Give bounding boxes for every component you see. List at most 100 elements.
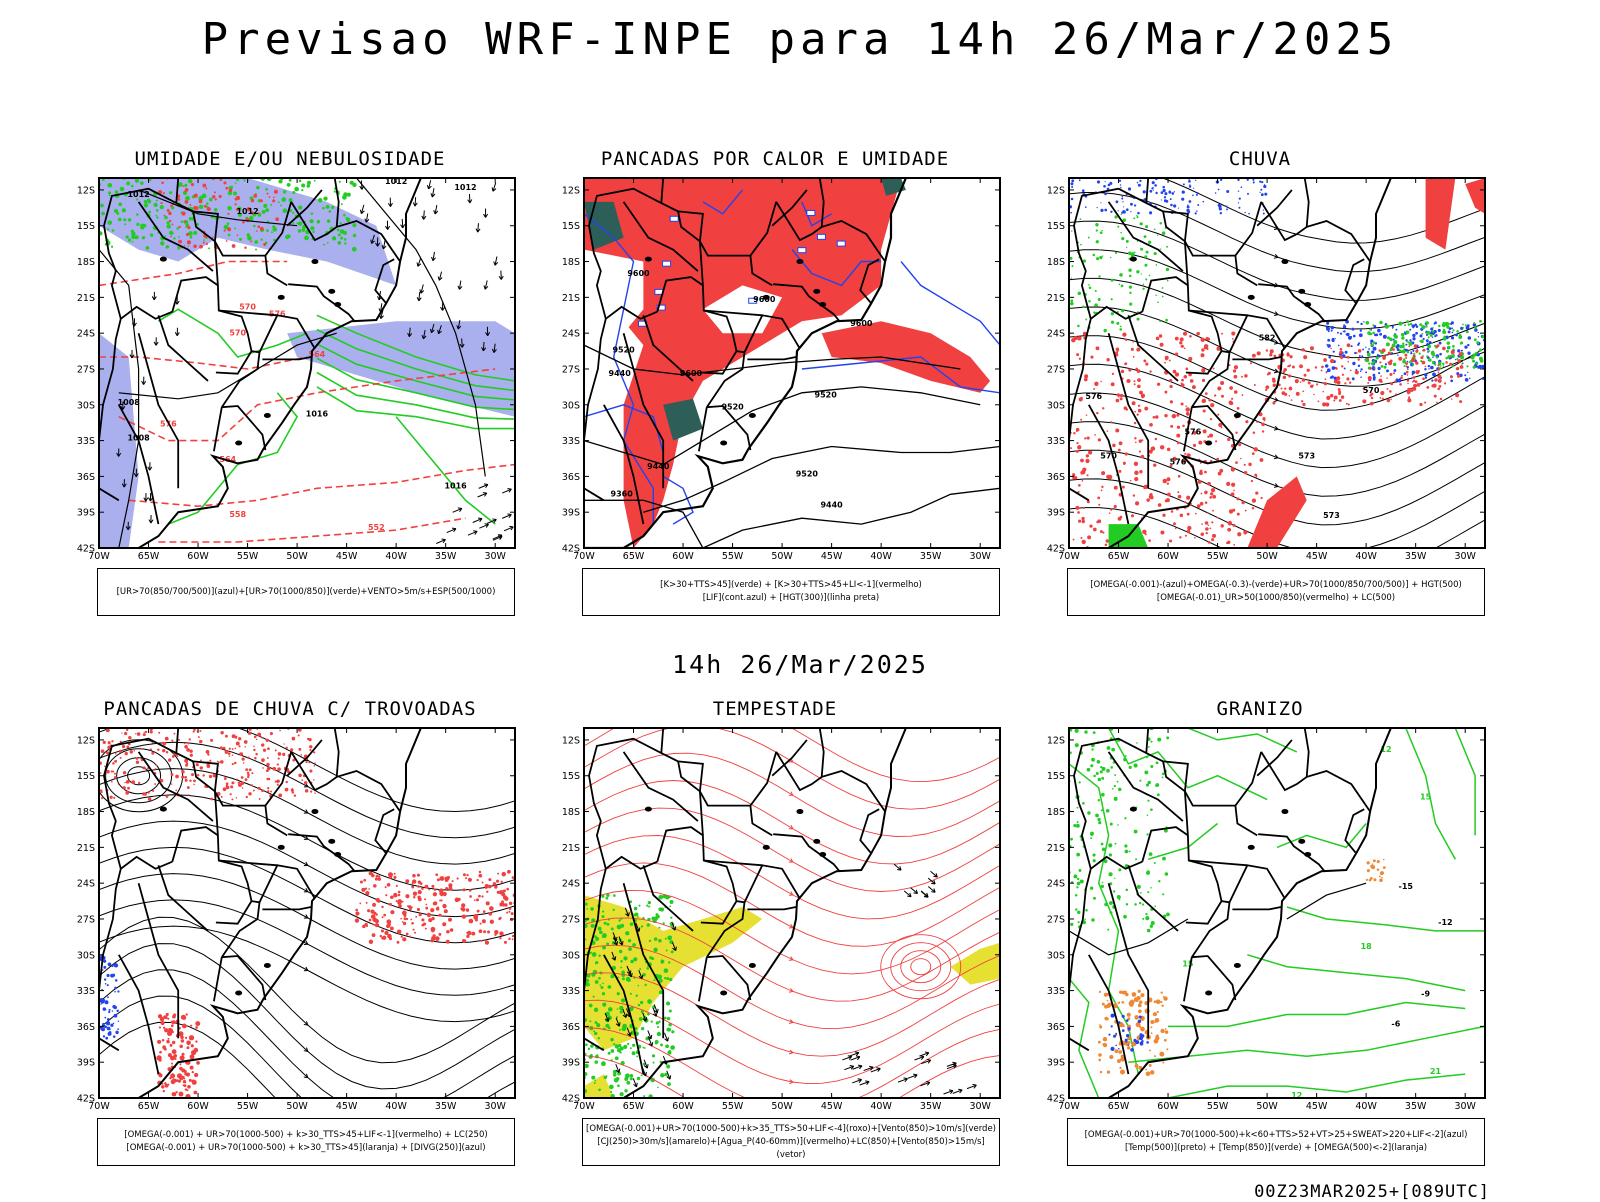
contour-line: [1168, 1003, 1465, 1027]
lake: [749, 963, 756, 968]
state-border: [216, 901, 252, 924]
lake: [1130, 257, 1137, 262]
lon-tick-label: 45W: [1306, 1101, 1328, 1112]
state-border: [222, 351, 260, 407]
contour-label: 9360: [611, 490, 634, 499]
wind-vector: [894, 864, 901, 870]
lon-tick-label: 40W: [385, 1101, 407, 1112]
panel-legend: [OMEGA(-0.001) + UR>70(1000-500) + k>30_…: [97, 1118, 515, 1166]
state-border: [1235, 752, 1261, 836]
map-svg: 9600960096009520952095209440944094409360…: [552, 178, 1012, 566]
lon-tick-label: 50W: [286, 551, 308, 562]
lon-tick-label: 35W: [1405, 551, 1427, 562]
lake: [645, 807, 652, 812]
wind-vector: [175, 328, 179, 336]
lake: [796, 809, 803, 814]
legend-line: [UR>70(850/700/500)](azul)+[UR>70(1000/8…: [98, 586, 514, 599]
state-border: [584, 488, 604, 500]
wind-vector: [967, 1084, 976, 1088]
lake: [749, 413, 756, 418]
wind-vector: [473, 518, 482, 522]
state-border: [1261, 752, 1370, 812]
contour-label: 9520: [721, 403, 744, 412]
state-border: [158, 865, 208, 931]
legend-line: [Temp(500)](preto) + [Temp(850)](verde) …: [1068, 1142, 1484, 1155]
wind-vector: [148, 462, 152, 470]
lon-tick-label: 35W: [1405, 1101, 1427, 1112]
lake: [1205, 440, 1212, 445]
lat-tick-label: 36S: [77, 472, 95, 483]
wind-vector: [478, 493, 487, 497]
map-svg: 57658257057357657057657312S15S18S21S24S2…: [1037, 178, 1497, 566]
wind-vector: [154, 337, 158, 345]
wind-vector: [930, 871, 937, 877]
wind-vector: [483, 208, 487, 217]
streamline: [584, 836, 1000, 919]
main-title: Previsao WRF-INPE para 14h 26/Mar/2025: [0, 14, 1600, 65]
contour-label: 9440: [820, 500, 843, 509]
lon-tick-label: 60W: [672, 551, 694, 562]
state-border: [661, 728, 663, 753]
contour-label: 15: [1182, 960, 1194, 969]
legend-line: [K>30+TTS>45](verde) + [K>30+TTS>45+LI<-…: [583, 579, 999, 592]
lat-tick-label: 12S: [562, 185, 580, 196]
omega500-speckle: [1366, 859, 1386, 882]
state-border: [1069, 488, 1089, 500]
lat-tick-label: 27S: [1047, 914, 1065, 925]
lat-tick-label: 39S: [562, 508, 580, 519]
state-border: [214, 407, 222, 451]
wind-vector: [860, 1081, 869, 1085]
lake: [1281, 259, 1288, 264]
lat-tick-label: 18S: [562, 807, 580, 818]
contour-label: 1012: [454, 183, 476, 192]
panel-legend: [UR>70(850/700/500)](azul)+[UR>70(1000/8…: [97, 568, 515, 616]
state-border: [172, 277, 251, 351]
lat-tick-label: 39S: [1047, 1058, 1065, 1069]
wind-vector: [434, 205, 438, 214]
lat-tick-label: 24S: [77, 329, 95, 340]
contour-line: [1188, 728, 1297, 752]
wind-vector: [663, 1056, 667, 1064]
rain-area: [1465, 178, 1485, 214]
lake: [720, 440, 727, 445]
state-border: [700, 791, 751, 805]
state-border: [745, 865, 800, 902]
wind-vector: [149, 515, 153, 523]
lake: [645, 257, 652, 262]
state-border: [288, 834, 354, 871]
wind-vector: [468, 531, 477, 535]
lat-tick-label: 27S: [562, 914, 580, 925]
lat-tick-label: 15S: [77, 221, 95, 232]
legend-line: [OMEGA(-0.001) + UR>70(1000-500) + k>30_…: [98, 1142, 514, 1155]
state-border: [860, 809, 879, 853]
wind-vector: [928, 878, 935, 884]
contour-line: [1277, 824, 1366, 848]
contour-label: 21: [1430, 1067, 1442, 1076]
streamline: [584, 726, 1000, 810]
lake: [334, 302, 341, 307]
lat-tick-label: 39S: [77, 508, 95, 519]
wind-vector: [898, 1078, 907, 1082]
wind-vector: [365, 213, 369, 222]
state-border: [1146, 728, 1148, 753]
wind-vector: [479, 524, 488, 528]
lat-tick-label: 33S: [562, 436, 580, 447]
streamline: [99, 716, 515, 811]
state-border: [1232, 357, 1281, 359]
contour-line: [1247, 955, 1465, 991]
state-border: [707, 956, 751, 1000]
contour-label: 558: [229, 510, 246, 519]
state-border: [1305, 728, 1309, 777]
lon-tick-label: 50W: [286, 1101, 308, 1112]
lat-tick-label: 36S: [1047, 1022, 1065, 1033]
lat-tick-label: 33S: [77, 986, 95, 997]
state-border: [260, 865, 315, 902]
contour-line: [1455, 728, 1475, 835]
state-border: [699, 957, 707, 1001]
convective-potential-area: [822, 321, 990, 393]
lon-tick-label: 40W: [385, 551, 407, 562]
lat-tick-label: 12S: [562, 735, 580, 746]
